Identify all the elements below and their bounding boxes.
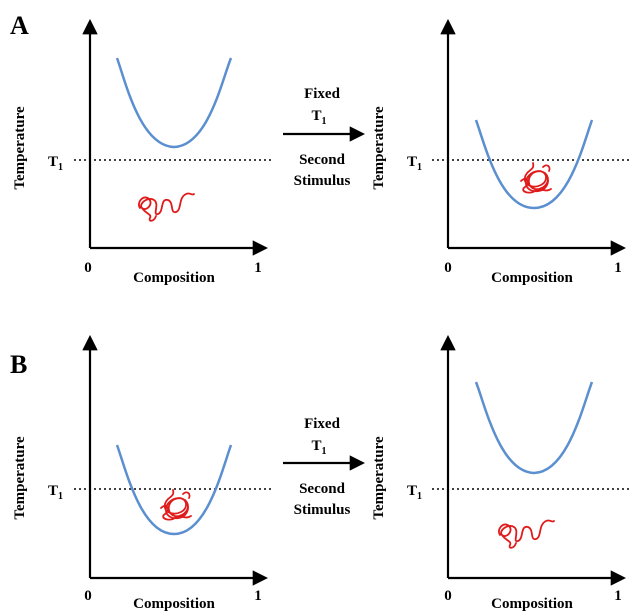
- plot-a-left: Temperature Composition 0 1 T1: [12, 18, 272, 286]
- phase-boundary-curve: [115, 57, 233, 149]
- collapsed-chain-icon: [520, 162, 552, 194]
- transition-second: Second: [299, 481, 346, 497]
- x-tick-0: 0: [444, 588, 452, 604]
- transition-fixed: Fixed: [304, 416, 340, 432]
- phase-boundary-curve: [474, 119, 594, 210]
- unfolded-chain-icon: [498, 519, 555, 549]
- unfolded-chain-icon: [138, 192, 195, 222]
- phase-boundary-curve: [115, 444, 233, 536]
- transition-stimulus: Stimulus: [294, 173, 351, 189]
- transition-t1: T1: [311, 438, 326, 457]
- plot-b-left: Temperature Composition 0 1 T1: [12, 334, 272, 612]
- x-tick-0: 0: [84, 588, 92, 604]
- x-axis-title: Composition: [133, 270, 215, 286]
- y-axis-title: Temperature: [12, 436, 28, 520]
- x-axis-title: Composition: [491, 596, 573, 612]
- transition-a: Fixed T1 Second Stimulus: [283, 86, 366, 189]
- plot-a-right: Temperature Composition 0 1 T1: [371, 18, 630, 286]
- panel-letter-a: A: [10, 11, 29, 40]
- transition-t1: T1: [311, 108, 326, 127]
- threshold-label: T1: [407, 154, 422, 173]
- x-axis-title: Composition: [133, 596, 215, 612]
- transition-fixed: Fixed: [304, 86, 340, 102]
- panel-letter-b: B: [10, 350, 27, 379]
- transition-stimulus: Stimulus: [294, 502, 351, 518]
- collapsed-chain-icon: [160, 489, 192, 521]
- plot-b-right: Temperature Composition 0 1 T1: [371, 334, 630, 612]
- transition-b: Fixed T1 Second Stimulus: [283, 416, 366, 518]
- y-axis-title: Temperature: [371, 106, 387, 190]
- threshold-label: T1: [407, 483, 422, 502]
- transition-second: Second: [299, 152, 346, 168]
- phase-boundary-curve: [474, 381, 594, 475]
- x-tick-1: 1: [614, 588, 622, 604]
- y-axis-title: Temperature: [12, 106, 28, 190]
- x-tick-1: 1: [254, 588, 262, 604]
- threshold-label: T1: [48, 483, 63, 502]
- threshold-label: T1: [48, 154, 63, 173]
- x-tick-1: 1: [254, 260, 262, 276]
- x-tick-0: 0: [444, 260, 452, 276]
- x-tick-0: 0: [84, 260, 92, 276]
- x-axis-title: Composition: [491, 270, 573, 286]
- y-axis-title: Temperature: [371, 436, 387, 520]
- x-tick-1: 1: [614, 260, 622, 276]
